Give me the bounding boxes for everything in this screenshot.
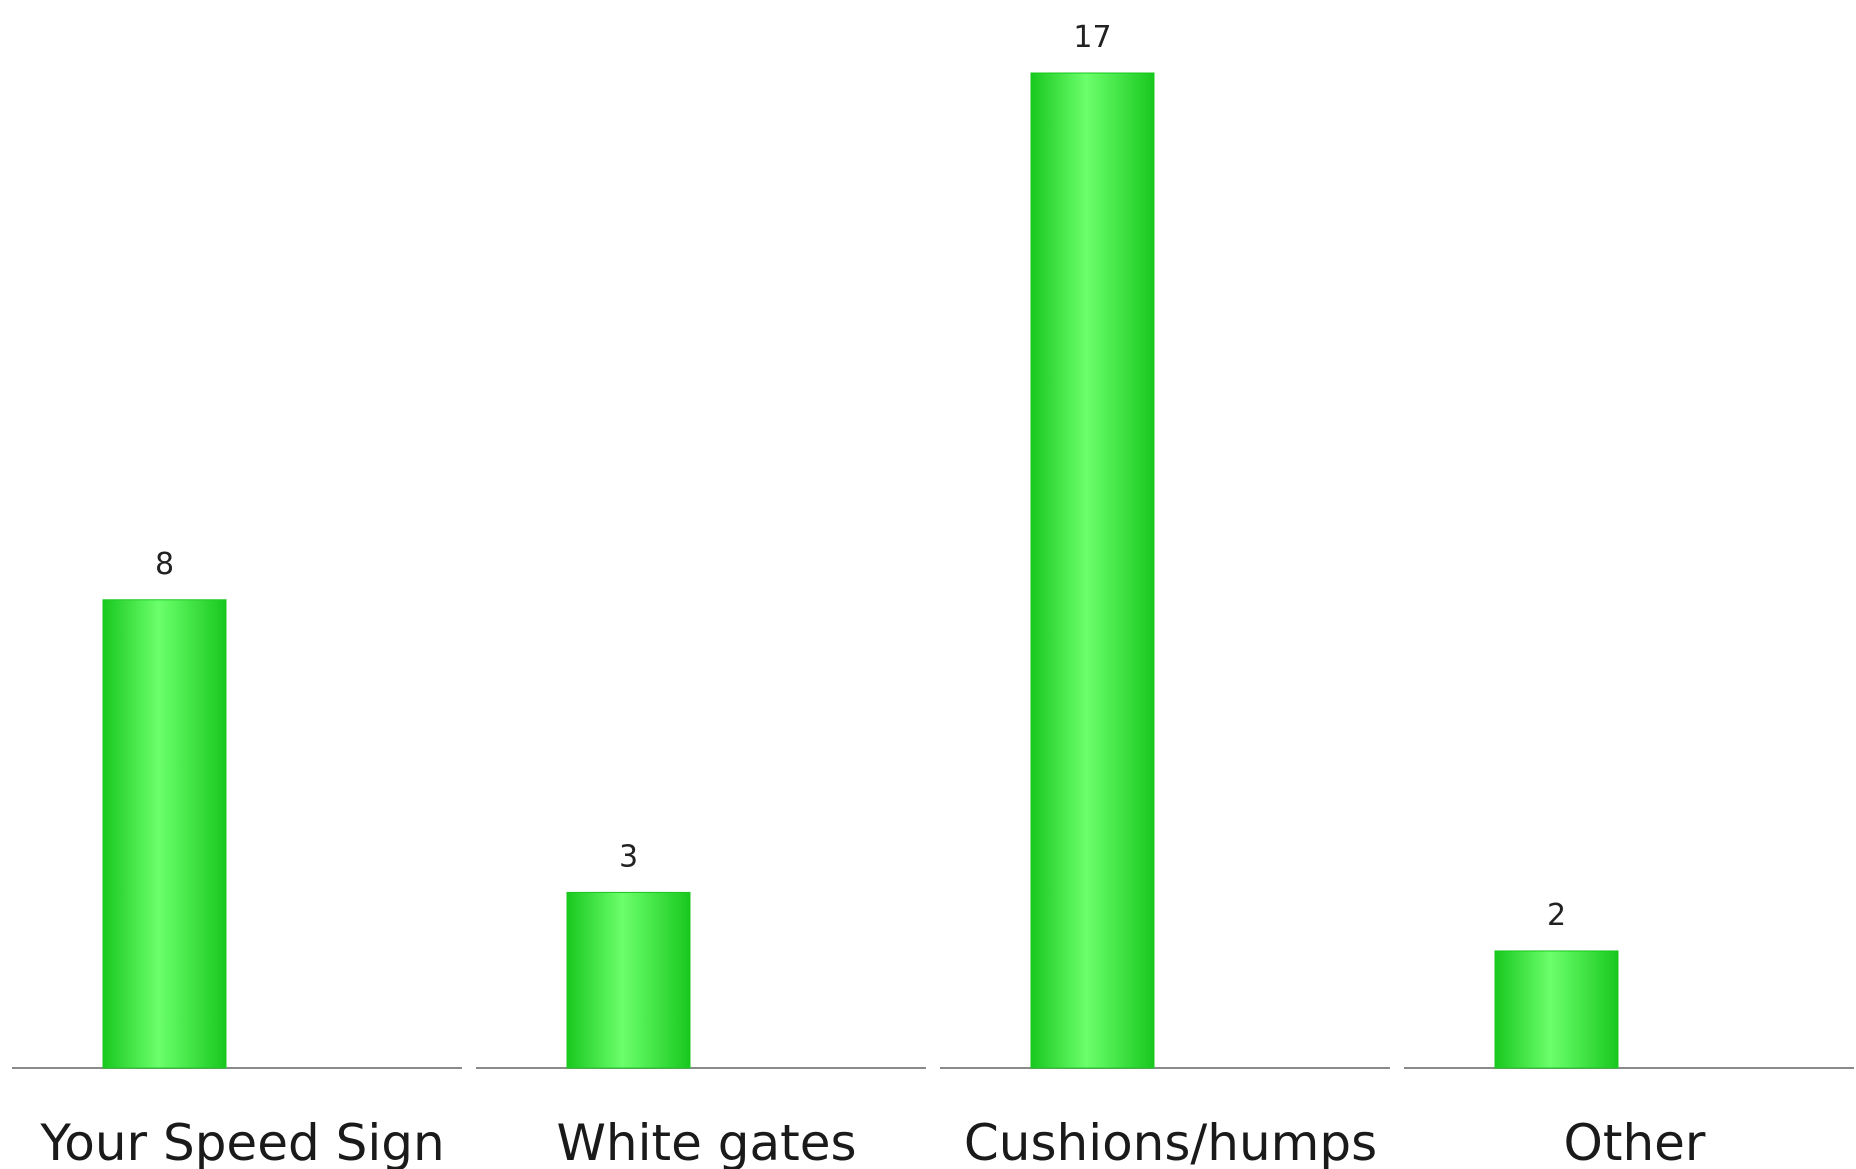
category-labels-group: Your Speed Sign White gates Cushions/humps… [39, 1114, 1706, 1169]
bar [566, 891, 691, 1069]
data-label: 8 [155, 547, 174, 582]
data-labels-group: 8 3 17 2 [155, 20, 1566, 933]
category-label: White gates [556, 1114, 856, 1169]
bar [1494, 950, 1619, 1069]
data-label: 17 [1073, 20, 1111, 55]
category-label: Your Speed Sign [39, 1114, 444, 1169]
category-label: Cushions/humps [964, 1114, 1377, 1169]
category-label: Other [1564, 1114, 1706, 1169]
data-label: 2 [1547, 898, 1566, 933]
bars-group [102, 72, 1619, 1069]
data-label: 3 [619, 839, 638, 874]
bar [1030, 72, 1155, 1069]
bar [102, 599, 227, 1069]
